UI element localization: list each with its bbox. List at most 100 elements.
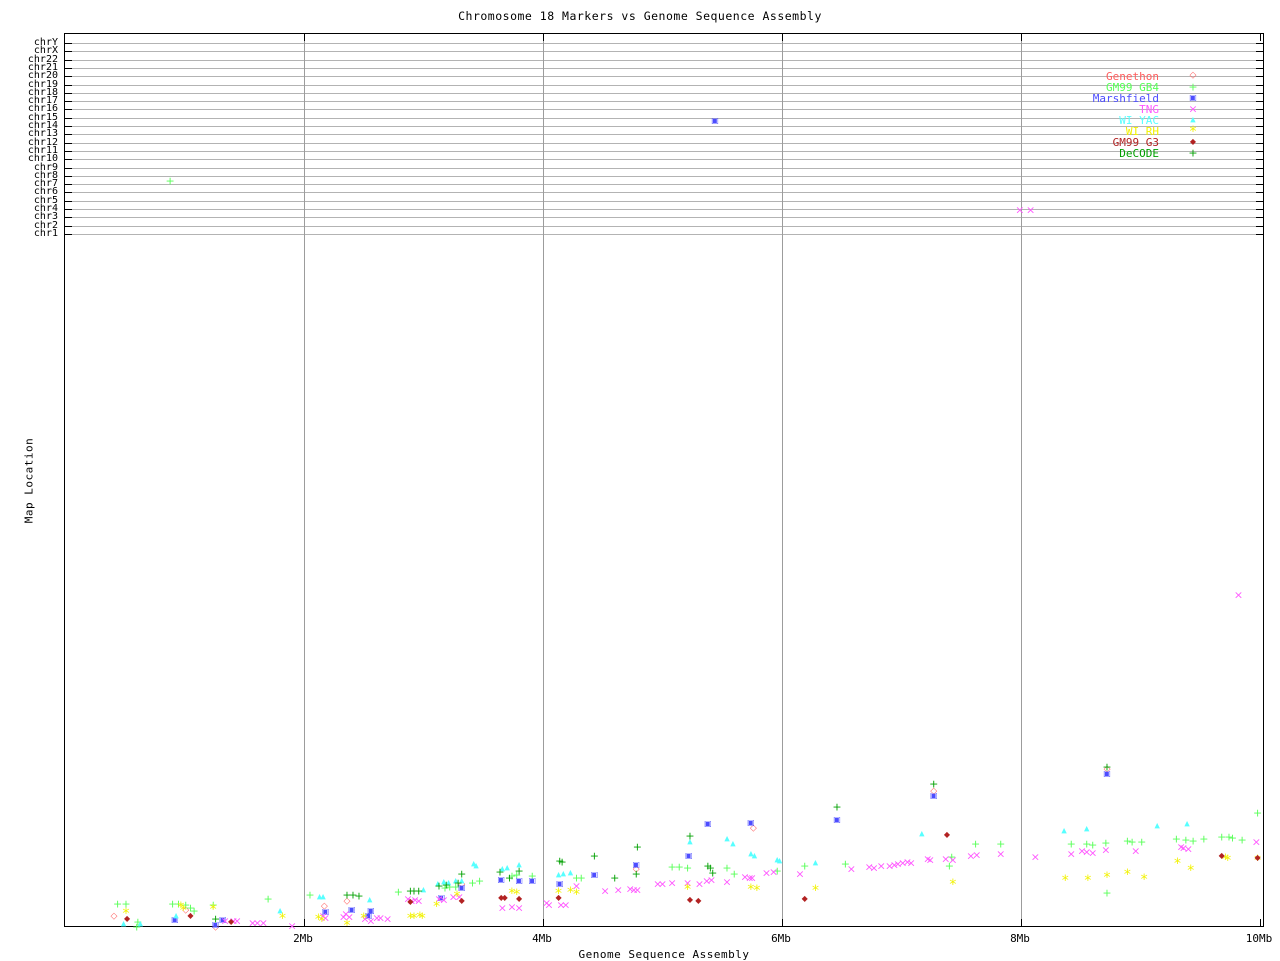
data-point-gm99-g3: ◆: [555, 893, 562, 902]
y-tick: [1256, 101, 1263, 102]
y-tick: [65, 226, 72, 227]
data-point-decode: +: [832, 800, 842, 814]
data-point-gm99-gb4: +: [970, 837, 981, 851]
data-point-wi-yac: ▲: [560, 869, 567, 878]
chromosome-gridline: [71, 143, 1257, 144]
data-point-gm99-gb4: +: [305, 888, 315, 902]
chromosome-gridline: [71, 217, 1257, 218]
data-point-gm99-gb4: +: [1122, 834, 1132, 848]
y-tick: [65, 76, 72, 77]
data-point-decode: +: [342, 888, 352, 902]
data-point-wi-rh: *: [508, 885, 516, 902]
data-point-gm99-gb4: +: [1102, 886, 1112, 900]
data-point-decode: +: [708, 866, 718, 880]
chromosome-label: chr4: [33, 203, 58, 214]
data-point-tng: ×: [454, 890, 464, 904]
data-point-genethon: ◇: [930, 786, 938, 797]
data-point-gm99-gb4: +: [185, 901, 196, 915]
chromosome-gridline: [71, 51, 1257, 52]
data-point-genethon: ◇: [1103, 764, 1111, 775]
data-point-wi-yac: ▲: [730, 839, 736, 848]
x-tick-label: 2Mb: [293, 932, 313, 945]
data-point-wi-rh: *: [418, 910, 426, 927]
x-gridline: [304, 34, 305, 926]
chromosome-label: chr12: [27, 137, 58, 148]
data-point-wi-rh: *: [1061, 872, 1069, 889]
data-point-marshfield: ▣: [590, 870, 599, 879]
data-point-gm99-gb4: +: [507, 869, 517, 883]
data-point-gm99-gb4: +: [840, 857, 850, 871]
chromosome-gridline: [71, 118, 1257, 119]
data-point-tng: ×: [884, 859, 895, 873]
data-point-wi-yac: ▲: [120, 919, 127, 928]
chromosome-gridline: [71, 68, 1257, 69]
data-point-tng: ×: [923, 852, 933, 866]
data-point-gm99-g3: ◆: [124, 914, 131, 923]
data-point-tng: ×: [375, 911, 386, 925]
data-point-gm99-gb4: +: [1066, 837, 1076, 851]
data-point-tng: ×: [1030, 850, 1040, 864]
plus-glyph: +: [1188, 146, 1198, 160]
data-point-wi-rh: *: [314, 911, 322, 928]
y-tick: [1256, 226, 1263, 227]
chromosome-gridline: [71, 201, 1257, 202]
x-tick: [1260, 34, 1261, 41]
y-tick: [1256, 176, 1263, 177]
data-point-genethon: ◇: [212, 922, 220, 933]
data-point-wi-yac: ▲: [751, 851, 758, 860]
data-point-gm99-gb4: +: [674, 860, 684, 874]
data-point-gm99-gb4: +: [1237, 833, 1247, 847]
x-gridline: [782, 34, 783, 926]
data-point-marshfield: ▣: [348, 905, 356, 914]
data-point-gm99-gb4: +: [132, 920, 142, 934]
data-point-tng: ×: [434, 892, 444, 906]
y-tick: [65, 143, 72, 144]
data-point-wi-yac: ▲: [748, 849, 754, 858]
legend-series-label: GM99 GB4: [1106, 81, 1159, 94]
y-tick: [1256, 209, 1263, 210]
chromosome-label: chr18: [27, 87, 58, 98]
data-point-decode: +: [348, 888, 358, 902]
chromosome-label: chr5: [33, 195, 58, 206]
data-point-wi-rh: *: [1103, 869, 1111, 886]
data-point-wi-yac: ▲: [919, 829, 925, 838]
data-point-tng: ×: [448, 890, 458, 904]
data-point-marshfield: ▣: [747, 818, 755, 827]
data-point-decode: +: [703, 859, 713, 873]
data-point-wi-yac: ▲: [367, 895, 373, 904]
data-point-wi-yac: ▲: [724, 834, 730, 843]
data-point-decode: +: [555, 854, 565, 868]
chromosome-label: chr16: [27, 103, 58, 114]
chromosome-gridline: [71, 151, 1257, 152]
legend-series-label: WI YAC: [1119, 114, 1159, 127]
data-point-gm99-gb4: +: [451, 880, 461, 894]
data-point-tng: ×: [898, 856, 908, 870]
y-tick: [65, 209, 72, 210]
data-point-tng: ×: [625, 882, 635, 896]
data-point-tng: ×: [869, 861, 879, 875]
data-point-gm99-gb4: +: [527, 869, 537, 883]
data-point-wi-rh: *: [416, 909, 424, 926]
data-point-tng: ×: [571, 879, 582, 893]
data-point-gm99-gb4: +: [475, 874, 485, 888]
data-point-gm99-gb4: +: [1082, 837, 1092, 851]
chromosome-gridline: [71, 76, 1257, 77]
data-point-gm99-g3: ◆: [458, 896, 465, 905]
data-point-tng: ×: [544, 898, 554, 912]
data-point-gm99-gb4: +: [133, 915, 143, 929]
chromosome-gridline: [71, 85, 1257, 86]
data-point-tng: ×: [1183, 842, 1193, 856]
data-point-wi-rh: *: [1174, 855, 1182, 872]
data-point-gm99-gb4: +: [440, 881, 450, 895]
data-point-gm99-gb4: +: [445, 880, 455, 894]
data-point-gm99-gb4: +: [729, 867, 739, 881]
data-point-gm99-gb4: +: [1088, 838, 1098, 852]
data-point-wi-yac: ▲: [445, 878, 452, 887]
data-point-tng: ×: [248, 916, 258, 930]
data-point-tng: ×: [1101, 843, 1111, 857]
data-point-tng: ×: [996, 847, 1006, 861]
y-tick: [65, 85, 72, 86]
chromosome-label: chr19: [27, 79, 58, 90]
data-point-tng: ×: [769, 865, 779, 879]
data-point-tng: ×: [228, 914, 239, 928]
